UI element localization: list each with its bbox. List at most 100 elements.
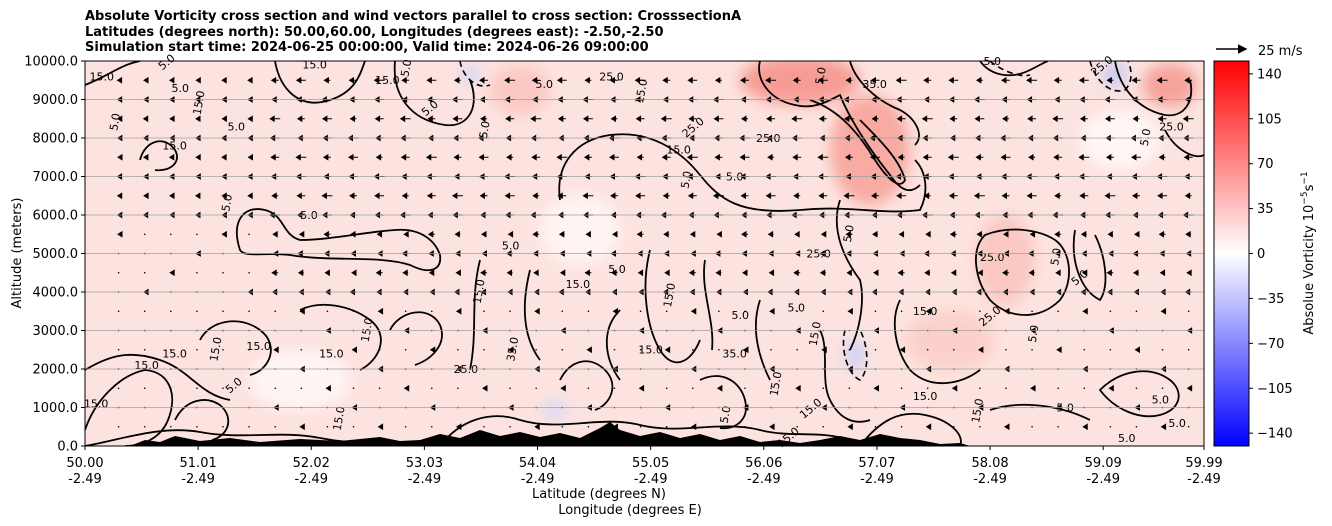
wind-vector bbox=[506, 269, 513, 277]
wind-vector bbox=[1134, 346, 1140, 354]
wind-vector bbox=[272, 230, 278, 238]
wind-vector bbox=[506, 153, 514, 161]
wind-vector bbox=[221, 192, 227, 200]
wind-vector bbox=[196, 348, 198, 351]
wind-vector bbox=[766, 115, 776, 123]
wind-vector bbox=[1134, 230, 1140, 238]
wind-vector bbox=[582, 192, 594, 200]
wind-vector bbox=[426, 192, 436, 200]
wind-vector bbox=[403, 384, 410, 392]
wind-vector bbox=[556, 153, 568, 161]
wind-vector bbox=[271, 192, 279, 200]
wind-vector bbox=[1057, 310, 1059, 313]
wind-vector bbox=[873, 384, 879, 392]
wind-vector bbox=[1159, 269, 1166, 277]
wind-vector bbox=[505, 115, 515, 123]
wind-vector bbox=[792, 76, 801, 84]
wind-vector bbox=[504, 76, 516, 84]
wind-vector bbox=[351, 269, 357, 277]
wind-vector bbox=[1184, 76, 1193, 84]
wind-vector bbox=[975, 76, 983, 84]
wind-vector bbox=[687, 76, 698, 84]
wind-vector bbox=[1187, 310, 1190, 313]
wind-vector bbox=[818, 192, 828, 200]
contour-label: 15.0 bbox=[913, 390, 938, 403]
contour-label: 15.0 bbox=[319, 347, 344, 360]
wind-vector bbox=[873, 269, 879, 277]
wind-vector bbox=[714, 153, 723, 161]
wind-vector bbox=[1184, 192, 1192, 200]
wind-vector bbox=[742, 269, 748, 277]
contour-label: 15.0 bbox=[246, 340, 271, 353]
wind-vector bbox=[1001, 192, 1010, 200]
y-tick-label: 0.0 bbox=[57, 440, 78, 455]
wind-vector bbox=[222, 348, 224, 351]
contour-label: 5.0 bbox=[1118, 432, 1136, 445]
wind-vector bbox=[951, 384, 958, 392]
wind-vector bbox=[1132, 192, 1140, 200]
y-tick-label: 3000.0 bbox=[33, 324, 79, 339]
wind-vector bbox=[143, 233, 146, 236]
wind-vector bbox=[793, 269, 801, 277]
contour-label: 5.0 bbox=[1168, 417, 1186, 430]
wind-vector bbox=[170, 425, 172, 428]
wind-vector bbox=[817, 153, 829, 161]
wind-vector bbox=[1083, 348, 1086, 351]
wind-vector bbox=[248, 387, 250, 390]
wind-vector bbox=[822, 310, 825, 313]
wind-vector bbox=[612, 230, 618, 238]
wind-vector bbox=[430, 387, 433, 390]
x-axis-label-latitude: Latitude (degrees N) bbox=[532, 487, 666, 502]
wind-vector bbox=[142, 153, 149, 161]
wind-vector bbox=[975, 153, 984, 161]
x-tick-label-lon: -2.49 bbox=[1187, 472, 1221, 487]
x-tick-label-lat: 55.05 bbox=[632, 456, 669, 471]
x-tick-label-lon: -2.49 bbox=[521, 472, 555, 487]
wind-vector bbox=[1082, 307, 1088, 315]
wind-vector bbox=[116, 192, 123, 200]
wind-vector bbox=[796, 425, 798, 428]
wind-vector bbox=[949, 115, 958, 123]
wind-vector bbox=[948, 76, 959, 84]
wind-vector bbox=[1002, 115, 1009, 123]
wind-vector bbox=[481, 230, 487, 238]
wind-vector bbox=[796, 348, 798, 351]
wind-vector bbox=[1109, 310, 1112, 313]
wind-vector bbox=[843, 192, 855, 200]
wind-vector bbox=[404, 425, 407, 428]
wind-vector bbox=[1005, 348, 1007, 351]
wind-vector bbox=[741, 230, 748, 238]
wind-vector bbox=[561, 425, 564, 428]
wind-vector bbox=[1185, 230, 1192, 238]
wind-vector bbox=[1131, 153, 1141, 161]
wind-vector bbox=[298, 230, 305, 238]
colorbar: 140 105 70 35 0 −35 −70 −105 −140 Absolue Vortic… bbox=[1213, 60, 1317, 447]
wind-vector bbox=[296, 192, 306, 200]
wind-vector bbox=[1080, 230, 1087, 238]
wind-vector bbox=[221, 115, 227, 123]
wind-vector bbox=[1157, 192, 1168, 200]
wind-vector bbox=[504, 192, 515, 200]
contour-label: 35.0 bbox=[504, 336, 521, 362]
wind-vector bbox=[1161, 348, 1164, 351]
wind-vector bbox=[846, 269, 852, 277]
contour-label: 5.0 bbox=[535, 78, 553, 91]
wind-vector bbox=[636, 230, 644, 238]
y-tick-label: 5000.0 bbox=[33, 247, 79, 262]
wind-vector bbox=[326, 348, 329, 351]
wind-vector bbox=[1031, 348, 1033, 351]
wind-vector bbox=[923, 76, 932, 84]
wind-vector bbox=[871, 115, 879, 123]
contour-label: 15.0 bbox=[666, 143, 691, 156]
wind-vector bbox=[349, 115, 357, 123]
wind-vector bbox=[744, 425, 746, 428]
wind-vector bbox=[196, 233, 198, 236]
wind-vector bbox=[586, 346, 592, 354]
wind-vector bbox=[1078, 76, 1089, 84]
wind-vector bbox=[635, 192, 646, 200]
x-axis: 50.00-2.4951.01-2.4952.02-2.4953.03-2.49… bbox=[66, 446, 1223, 487]
wind-vector bbox=[326, 425, 329, 428]
wind-vector bbox=[169, 115, 175, 123]
wind-vector bbox=[926, 387, 929, 390]
x-tick-label-lon: -2.49 bbox=[860, 472, 894, 487]
